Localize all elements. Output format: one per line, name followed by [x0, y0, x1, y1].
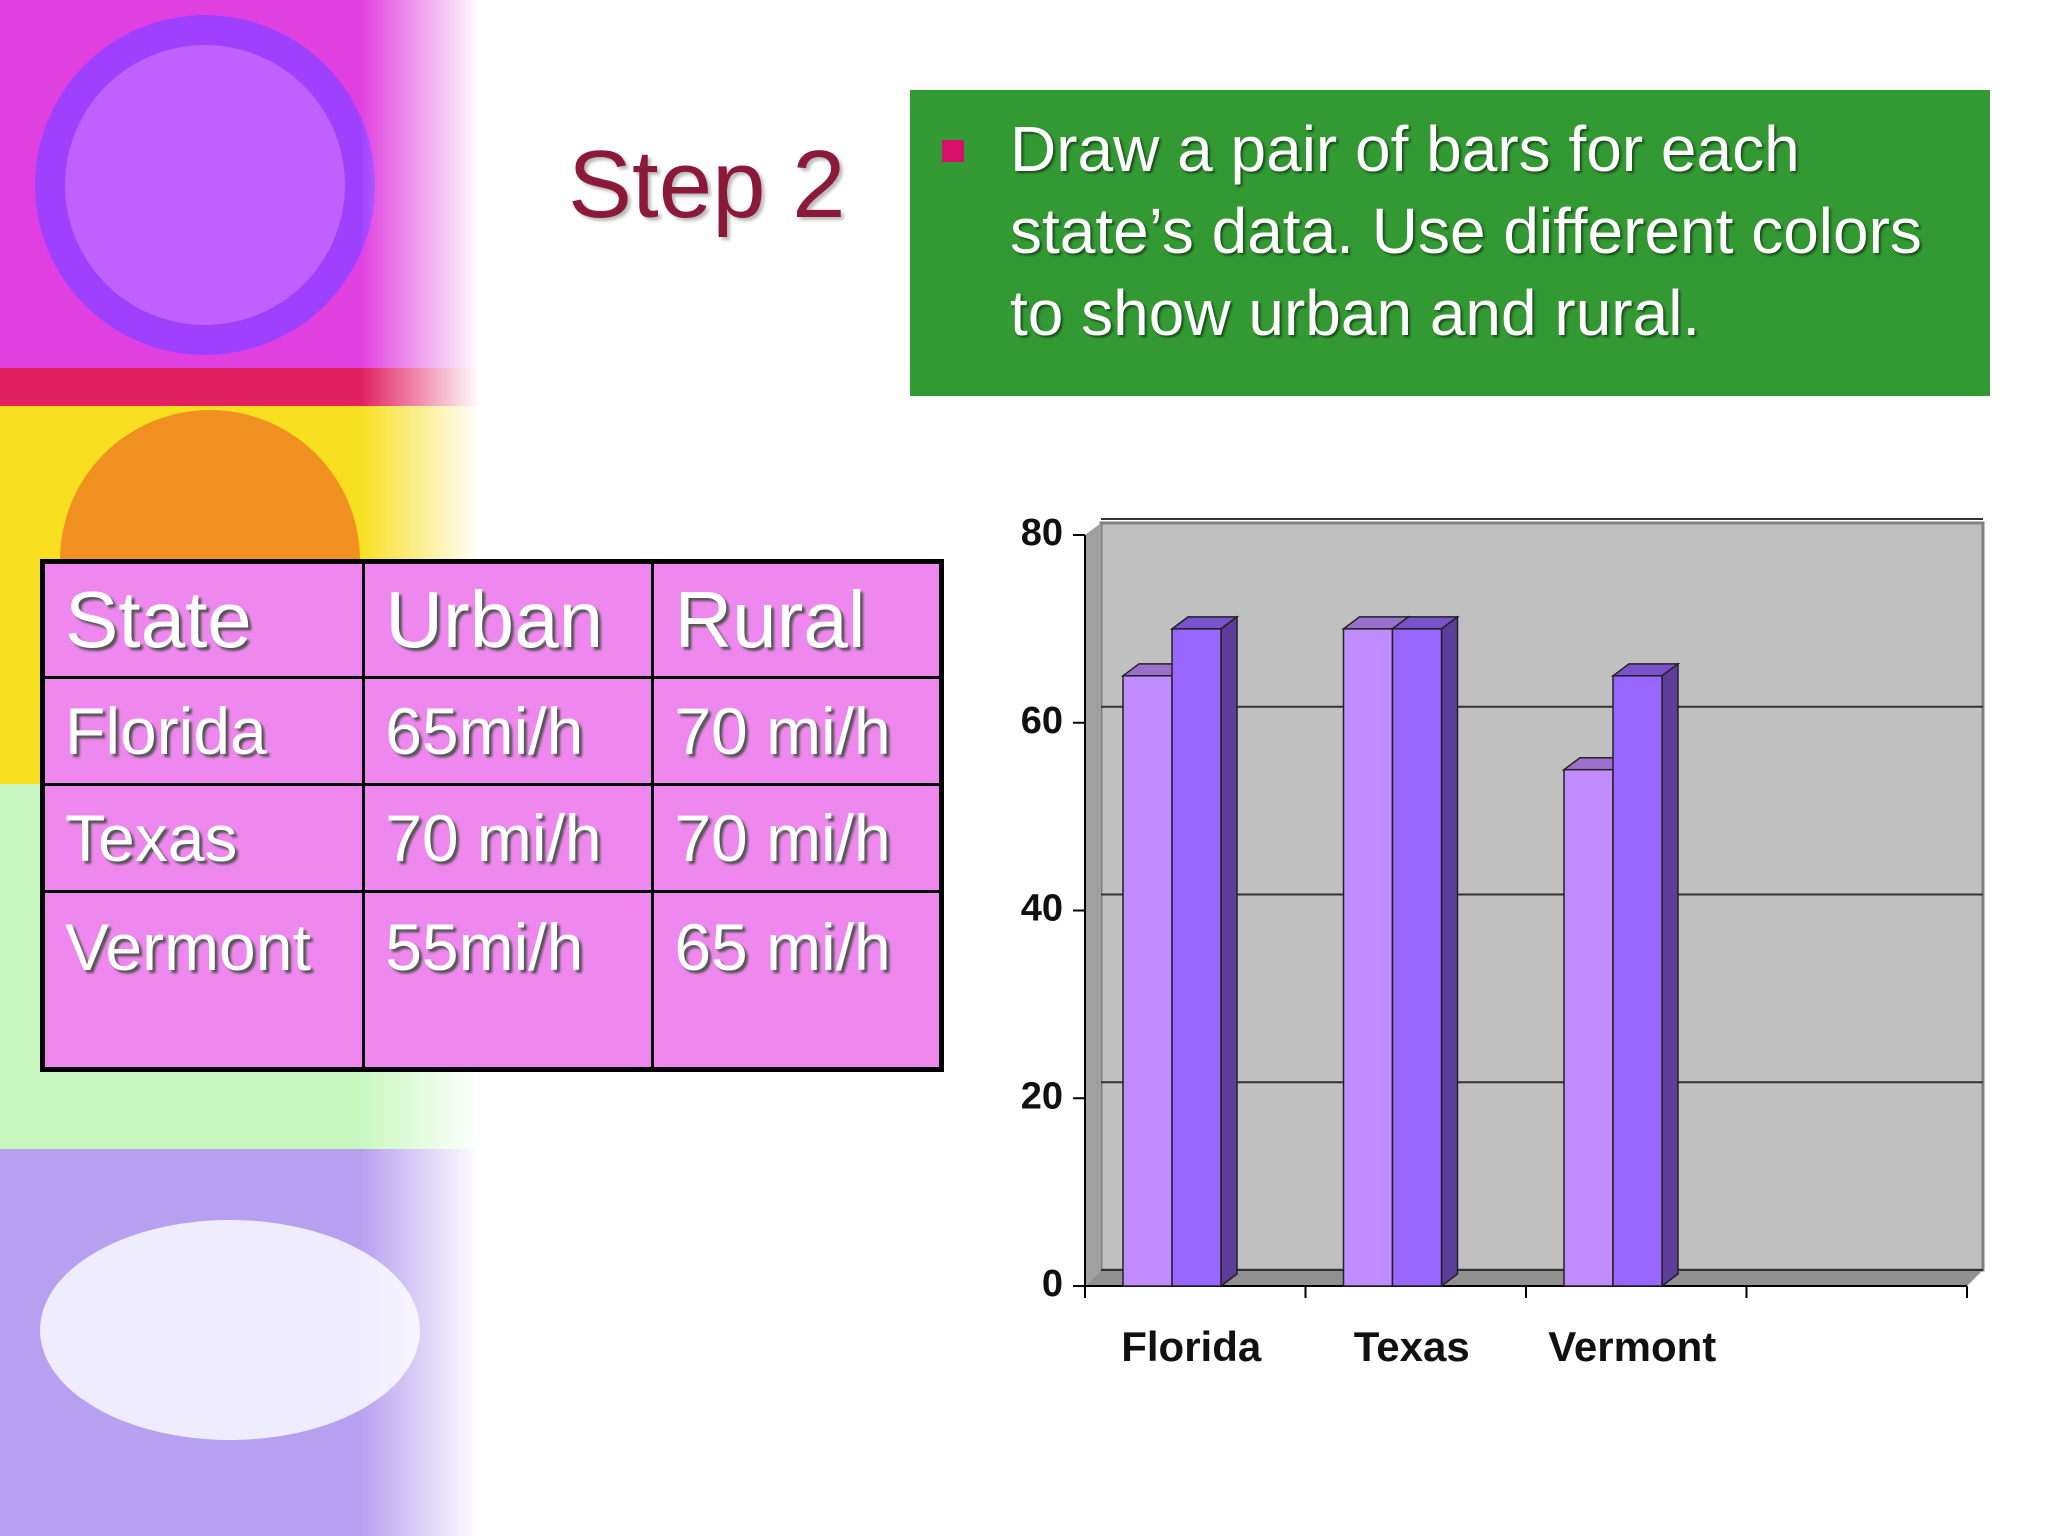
bar	[1342, 628, 1394, 1287]
bar	[1171, 628, 1222, 1287]
x-tick-label: Florida	[1121, 1323, 1262, 1370]
y-tick-label: 80	[1021, 512, 1063, 554]
bar-side	[1171, 662, 1189, 1288]
cell: 70 mi/h	[362, 783, 655, 893]
cell: 65mi/h	[362, 676, 655, 786]
title: Step 2	[568, 131, 846, 238]
floor	[1085, 1270, 1983, 1286]
side-wall	[1085, 523, 1101, 1286]
header-cell: State	[40, 560, 366, 679]
cell: 70 mi/h	[651, 676, 943, 786]
bar-side	[1612, 756, 1630, 1288]
bullet-marker	[942, 140, 964, 162]
bar	[1612, 675, 1663, 1287]
header-cell: Rural	[651, 560, 943, 679]
cell: Florida	[40, 676, 366, 786]
bar-top	[1169, 616, 1240, 630]
bar-side	[1391, 615, 1410, 1288]
bullet-box: Draw a pair of bars for each state’s dat…	[910, 90, 1990, 396]
table-row: Texas 70 mi/h 70 mi/h	[40, 783, 943, 893]
cell: Texas	[40, 783, 366, 893]
y-tick-label: 60	[1021, 700, 1063, 742]
cell: 65 mi/h	[651, 890, 943, 1071]
y-tick-label: 40	[1021, 888, 1063, 930]
table-row: Florida 65mi/h 70 mi/h	[40, 676, 943, 786]
bar	[1122, 675, 1173, 1287]
header-cell: Urban	[362, 560, 655, 679]
y-tick-label: 20	[1021, 1075, 1063, 1117]
back-wall	[1099, 521, 1985, 1272]
cell: Vermont	[40, 890, 366, 1071]
x-tick-label: Vermont	[1548, 1323, 1716, 1370]
bar-side	[1220, 615, 1238, 1288]
cell: 70 mi/h	[651, 783, 943, 893]
y-tick-label: 0	[1042, 1263, 1063, 1305]
bar-top	[1120, 663, 1191, 677]
bar-top	[1561, 756, 1632, 771]
bar	[1391, 628, 1443, 1287]
x-tick-label: Texas	[1354, 1323, 1470, 1370]
table-row: Vermont 55mi/h 65 mi/h	[40, 890, 943, 1071]
bar-top	[1390, 616, 1460, 630]
table-header: State Urban Rural	[40, 560, 943, 679]
bar-top	[1610, 663, 1681, 677]
bar	[1563, 768, 1614, 1287]
bar-side	[1661, 662, 1679, 1288]
cell: 55mi/h	[362, 890, 655, 1071]
bar-side	[1440, 615, 1459, 1288]
data-table: State Urban Rural Florida 65mi/h 70 mi/h…	[40, 559, 944, 1072]
bullet-text: Draw a pair of bars for each state’s dat…	[1010, 113, 1922, 349]
bar-top	[1341, 616, 1411, 630]
